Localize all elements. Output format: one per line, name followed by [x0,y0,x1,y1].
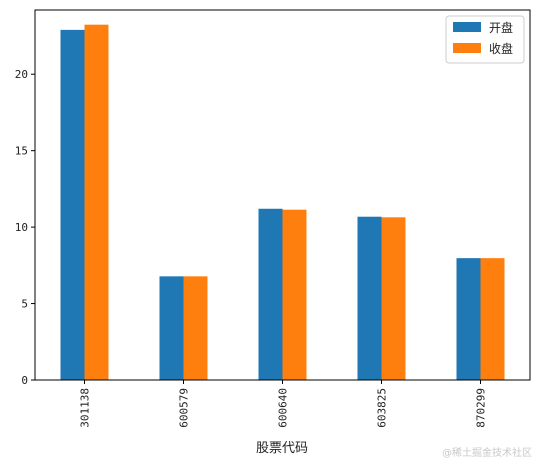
bar-close-600579 [183,276,208,380]
bar-close-301138 [84,24,109,381]
legend-label-close: 收盘 [489,41,513,56]
bar-open-600640 [258,208,283,380]
y-axis: 0 5 10 15 20 [15,68,35,387]
bar-close-600640 [282,209,307,380]
x-axis-label: 股票代码 [256,441,308,456]
legend-swatch-open [453,22,481,32]
bar-close-870299 [480,258,505,380]
y-tick-label: 20 [15,68,28,81]
bar-open-301138 [60,29,85,380]
bar-close-603825 [381,217,406,380]
x-tick-label: 301138 [79,388,92,428]
bars-layer [60,24,505,381]
legend-label-open: 开盘 [489,20,513,35]
bar-open-600579 [159,276,184,380]
y-tick-label: 5 [21,298,28,311]
bar-open-870299 [456,258,481,380]
y-tick-label: 10 [15,221,28,234]
watermark: @稀土掘金技术社区 [442,448,532,459]
x-tick-label: 600579 [178,388,191,428]
x-tick-label: 600640 [277,388,290,428]
x-tick-label: 870299 [475,388,488,428]
legend-swatch-close [453,43,481,53]
legend: 开盘 收盘 [445,15,525,64]
y-tick-label: 15 [15,145,28,158]
y-tick-label: 0 [21,374,28,387]
x-axis: 301138 600579 600640 603825 870299 [79,380,488,428]
bar-open-603825 [357,216,382,380]
x-tick-label: 603825 [376,388,389,428]
